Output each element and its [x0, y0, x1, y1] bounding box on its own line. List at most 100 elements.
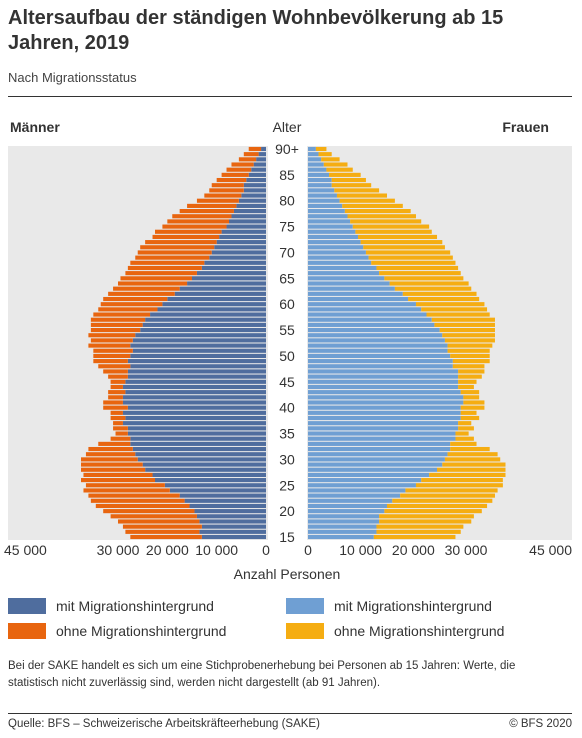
bar-women-mig-age-30: [308, 457, 445, 462]
bar-men-nomig-age-65: [120, 276, 192, 281]
bar-women-mig-age-48: [308, 364, 453, 369]
bar-women-mig-age-79: [308, 203, 343, 208]
bar-women-nomig-age-73: [358, 234, 438, 240]
bar-women-mig-age-27: [308, 472, 430, 477]
bar-men-mig-age-23: [179, 493, 266, 498]
age-label-45: 45: [279, 374, 295, 390]
bar-men-mig-age-86: [251, 167, 266, 172]
bar-women-mig-age-40: [308, 405, 461, 410]
source-text: Quelle: BFS – Schweizerische Arbeitskräf…: [8, 718, 320, 730]
bar-women-mig-age-70: [308, 250, 366, 255]
bar-women-mig-age-75: [308, 224, 353, 229]
bar-men-nomig-age-82: [209, 188, 244, 193]
bar-women-mig-age-68: [308, 260, 372, 265]
bar-men-mig-age-78: [233, 209, 266, 214]
bar-men-nomig-age-44: [110, 384, 123, 390]
bar-women-mig-age-43: [308, 390, 461, 395]
bar-men-nomig-age-48: [98, 364, 131, 369]
bar-women-mig-age-16: [308, 529, 377, 534]
bar-men-mig-age-66: [196, 271, 266, 276]
bar-women-mig-age-78: [308, 209, 345, 214]
chart-title: Altersaufbau der ständigen Wohnbevölkeru…: [8, 7, 504, 54]
bar-women-mig-age-80: [308, 198, 340, 203]
age-label-15: 15: [279, 529, 295, 545]
bar-men-mig-age-57: [145, 317, 266, 322]
bar-men-mig-age-17: [201, 524, 266, 529]
bar-men-nomig-age-33: [98, 441, 131, 446]
bar-men-mig-age-63: [179, 286, 266, 291]
copyright-text: © BFS 2020: [509, 718, 572, 730]
bar-men-nomig-age-61: [103, 296, 168, 302]
bar-women-nomig-age-82: [334, 188, 380, 193]
age-label-50: 50: [279, 348, 295, 364]
bar-men-mig-age-88: [256, 157, 266, 162]
bar-men-mig-age-55: [140, 328, 266, 333]
bar-men-mig-age-68: [204, 260, 266, 265]
bar-women-mig-age-89: [308, 152, 319, 157]
bar-women-mig-age-90: [308, 146, 316, 152]
legend-women-mig: mit Migrationshintergrund: [334, 598, 492, 614]
bar-men-mig-age-84: [246, 177, 266, 183]
bar-women-mig-age-24: [308, 488, 406, 493]
bar-women-mig-age-41: [308, 400, 464, 405]
bar-men-nomig-age-76: [167, 219, 229, 224]
bar-men-mig-age-51: [132, 348, 266, 353]
bar-women-mig-age-56: [308, 322, 435, 327]
bar-women-nomig-age-36: [458, 426, 474, 431]
bar-men-mig-age-37: [122, 421, 267, 426]
bar-women-mig-age-69: [308, 255, 369, 260]
age-label-55: 55: [279, 322, 295, 338]
bar-men-mig-age-73: [219, 234, 266, 240]
bar-women-mig-age-18: [308, 519, 380, 524]
age-label-60: 60: [279, 296, 295, 312]
bar-men-nomig-age-51: [93, 348, 133, 353]
bar-men-mig-age-71: [214, 245, 266, 250]
bar-women-nomig-age-60: [415, 302, 485, 307]
bar-women-mig-age-88: [308, 157, 322, 162]
bar-women-mig-age-42: [308, 395, 464, 400]
bar-women-nomig-age-79: [342, 203, 403, 208]
bar-men-nomig-age-80: [196, 198, 239, 203]
bar-men-mig-age-60: [162, 302, 266, 307]
bar-women-nomig-age-85: [329, 172, 361, 177]
bar-women-nomig-age-44: [458, 384, 474, 390]
bar-men-mig-age-80: [238, 198, 266, 203]
bar-men-nomig-age-46: [108, 374, 128, 379]
bar-women-nomig-age-26: [421, 478, 503, 483]
bar-women-nomig-age-89: [318, 152, 332, 157]
age-labels: 15 20 25 30 35 40 45 50 55 60 65 70 75 80 85 90+: [275, 141, 299, 545]
bar-women-nomig-age-81: [336, 193, 387, 198]
age-label-40: 40: [279, 400, 295, 416]
bar-men-mig-age-90: [261, 146, 266, 152]
bar-women-mig-age-32: [308, 446, 451, 452]
bar-men-nomig-age-22: [90, 498, 185, 503]
legend-swatch-women-mig: [286, 598, 324, 614]
bar-women-mig-age-61: [308, 296, 409, 302]
women-label: Frauen: [502, 119, 549, 135]
bar-men-mig-age-89: [258, 152, 266, 157]
bar-men-nomig-age-18: [118, 519, 200, 524]
bar-men-mig-age-54: [135, 333, 266, 338]
bar-women-nomig-age-75: [352, 224, 430, 229]
bar-men-nomig-age-54: [88, 333, 136, 338]
bar-women-nomig-age-33: [450, 441, 477, 446]
bar-men-nomig-age-88: [238, 157, 257, 162]
bar-men-nomig-age-40: [103, 405, 128, 410]
bar-women-nomig-age-68: [371, 260, 456, 265]
x-tick-label-men-10000: 10 000: [195, 542, 238, 558]
bar-men-mig-age-79: [236, 203, 266, 208]
bar-men-nomig-age-34: [110, 436, 131, 441]
bar-men-mig-age-65: [192, 276, 266, 281]
bar-men-nomig-age-73: [152, 234, 220, 240]
bar-women-nomig-age-30: [444, 457, 501, 462]
x-tick-label-women-10000: 10 000: [339, 542, 382, 558]
bar-women-nomig-age-40: [460, 405, 485, 410]
bar-women-mig-age-86: [308, 167, 327, 172]
bar-men-mig-age-69: [209, 255, 266, 260]
bar-men-nomig-age-67: [127, 265, 202, 271]
bar-men-nomig-age-50: [93, 353, 131, 358]
chart-subtitle: Nach Migrationsstatus: [8, 70, 137, 85]
bar-men-nomig-age-23: [88, 493, 180, 498]
bottom-divider: [8, 713, 572, 714]
bar-women-mig-age-17: [308, 524, 377, 529]
